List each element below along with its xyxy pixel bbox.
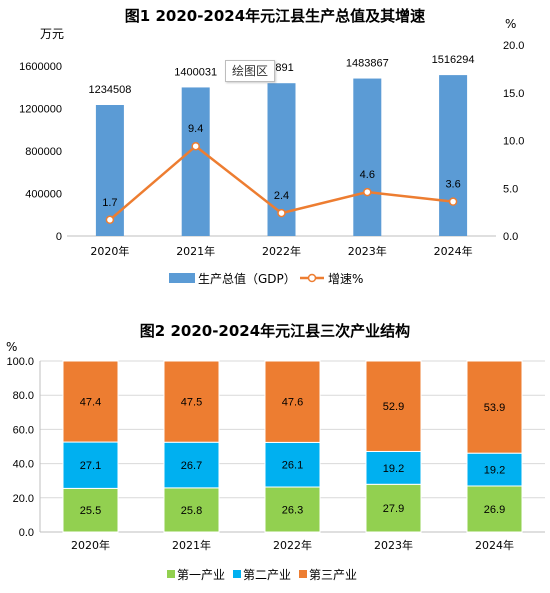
chart2-x-tick: 2021年 xyxy=(172,538,211,552)
chart2-segment-label: 27.1 xyxy=(80,460,101,472)
chart1-growth-marker xyxy=(106,216,113,223)
chart1-ytick: 400000 xyxy=(25,189,62,201)
chart2-segment-label: 47.6 xyxy=(282,397,303,409)
chart1-ytick: 800000 xyxy=(25,146,62,158)
chart2-legend-item: 第三产业 xyxy=(309,568,357,582)
chart1-growth-marker xyxy=(192,143,199,150)
chart1-x-tick: 2024年 xyxy=(434,244,473,258)
chart2-legend-swatch xyxy=(233,570,241,578)
chart1-ytick: 0 xyxy=(56,231,62,243)
chart1-gdp-bar xyxy=(439,75,467,236)
chart2-ytick: 60.0 xyxy=(13,424,34,436)
plot-area-tooltip: 绘图区 xyxy=(225,60,275,82)
chart2-segment-label: 47.4 xyxy=(80,397,101,409)
chart2-segment-label: 19.2 xyxy=(484,465,505,477)
chart2-segment-label: 19.2 xyxy=(383,463,404,475)
chart1-legend-gdp: 生产总值（GDP） xyxy=(198,271,296,286)
chart1-ytick: 1200000 xyxy=(19,104,62,116)
chart2-segment-label: 26.7 xyxy=(181,460,202,472)
chart1-gdp-label: 1516294 xyxy=(432,54,475,66)
chart2-x-tick: 2022年 xyxy=(273,538,312,552)
chart1-gdp-label: 1400031 xyxy=(174,66,217,78)
chart1-legend-growth-marker xyxy=(309,275,316,282)
chart2-ytick: 0.0 xyxy=(19,527,34,539)
chart2-ytick: 80.0 xyxy=(13,390,34,402)
chart2-ytick: 20.0 xyxy=(13,493,34,505)
chart1-y2tick: 0.0 xyxy=(503,231,518,243)
chart2-segment-label: 26.9 xyxy=(484,504,505,516)
chart2-x-tick: 2024年 xyxy=(475,538,514,552)
chart2-unit: % xyxy=(6,340,17,354)
chart1-title: 图1 2020-2024年元江县生产总值及其增速 xyxy=(125,7,425,25)
chart1-gdp-label: 1234508 xyxy=(88,84,131,96)
chart1-growth-label: 4.6 xyxy=(360,169,375,181)
chart1-growth-label: 2.4 xyxy=(274,190,289,202)
chart1-gdp-bar xyxy=(353,79,381,236)
chart1-y2tick: 20.0 xyxy=(503,40,524,52)
chart2-title: 图2 2020-2024年元江县三次产业结构 xyxy=(140,322,410,340)
chart2-segment-label: 25.8 xyxy=(181,505,202,517)
chart1-growth-label: 1.7 xyxy=(102,197,117,209)
chart1-right-unit: % xyxy=(505,17,516,31)
chart2-segment-label: 47.5 xyxy=(181,397,202,409)
chart2-legend-swatch xyxy=(167,570,175,578)
chart1-growth-marker xyxy=(364,189,371,196)
chart1-legend-gdp-swatch xyxy=(169,273,195,283)
chart1-growth-marker xyxy=(450,198,457,205)
chart1-x-tick: 2022年 xyxy=(262,244,301,258)
chart2-segment-label: 27.9 xyxy=(383,503,404,515)
chart1-legend-growth: 增速% xyxy=(328,272,363,286)
chart1-left-unit: 万元 xyxy=(40,27,64,41)
chart1-growth-marker xyxy=(278,210,285,217)
chart1-growth-label: 9.4 xyxy=(188,123,203,135)
chart2-ytick: 100.0 xyxy=(6,356,34,368)
chart1-gdp-label: 1483867 xyxy=(346,58,389,70)
chart1-gdp-bar xyxy=(182,87,210,236)
chart2-segment-label: 25.5 xyxy=(80,505,101,517)
chart2-legend-item: 第一产业 xyxy=(177,568,225,582)
chart2-x-tick: 2020年 xyxy=(71,538,110,552)
chart1-y2tick: 5.0 xyxy=(503,183,518,195)
chart2-segment-label: 26.1 xyxy=(282,460,303,472)
chart2-legend-item: 第二产业 xyxy=(243,568,291,582)
chart1-y2tick: 15.0 xyxy=(503,88,524,100)
chart1-x-tick: 2020年 xyxy=(90,244,129,258)
chart2-segment-label: 26.3 xyxy=(282,505,303,517)
chart2-legend-swatch xyxy=(299,570,307,578)
chart2-segment-label: 53.9 xyxy=(484,402,505,414)
chart1-ytick: 1600000 xyxy=(19,61,62,73)
chart1-y2tick: 10.0 xyxy=(503,136,524,148)
chart2-x-tick: 2023年 xyxy=(374,538,413,552)
chart2-ytick: 40.0 xyxy=(13,459,34,471)
chart1-growth-label: 3.6 xyxy=(445,179,460,191)
chart1-x-tick: 2021年 xyxy=(176,244,215,258)
chart2-segment-label: 52.9 xyxy=(383,401,404,413)
chart1-x-tick: 2023年 xyxy=(348,244,387,258)
